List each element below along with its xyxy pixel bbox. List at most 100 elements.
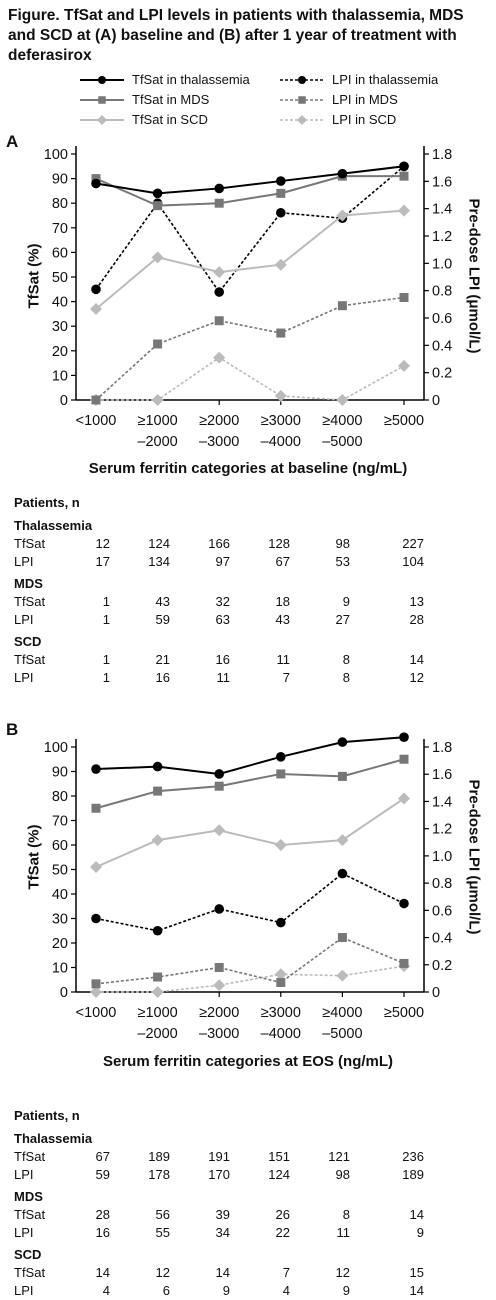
data-point [153, 201, 163, 211]
legend-swatch [280, 115, 324, 125]
table-cell: 1 [102, 670, 110, 685]
data-point [91, 764, 101, 774]
data-point [214, 781, 224, 791]
series-line [96, 356, 405, 401]
legend-marker [97, 115, 107, 125]
data-point [398, 204, 410, 217]
table-row: TfSat 28 56 39 26 8 14 [14, 1206, 484, 1224]
table-row: TfSat 12 124 166 128 98 227 [14, 535, 484, 553]
left-axis-tick-label: 60 [52, 838, 68, 854]
table-cell: 21 [155, 652, 170, 667]
table-cell: 170 [208, 1167, 230, 1182]
left-axis-tick-label: 40 [52, 887, 68, 903]
table-cell: 53 [335, 554, 350, 569]
table-cell: 1 [102, 594, 110, 609]
series-line [95, 209, 405, 310]
x-axis-tick-label: ≥1000 [137, 1005, 177, 1021]
data-point [274, 839, 287, 851]
left-axis-tick-label: 40 [52, 295, 68, 311]
data-point [337, 771, 347, 781]
patients-table-b: Patients, n Thalassemia TfSat 67 189 191 151 12… [14, 1106, 484, 1300]
table-cell: 178 [148, 1167, 170, 1182]
table-cell: 124 [268, 1167, 290, 1182]
data-point [214, 316, 224, 326]
right-axis-tick-label: 1.4 [432, 794, 452, 810]
table-cell: 9 [342, 1283, 350, 1298]
x-axis-tick-label: –2000 [137, 1026, 177, 1042]
legend-label: LPI in thalassemia [332, 72, 439, 87]
table-cell: 28 [409, 612, 424, 627]
left-axis-tick-label: 70 [52, 814, 68, 830]
series-line [95, 296, 405, 401]
table-cell: 67 [95, 1149, 110, 1164]
right-axis-tick-label: 0.4 [432, 338, 452, 354]
data-point [153, 786, 163, 796]
legend-marker [98, 76, 106, 84]
data-point [151, 251, 164, 264]
left-axis-tick-label: 30 [52, 319, 68, 335]
left-axis-tick-label: 100 [44, 740, 68, 756]
legend-swatch [280, 76, 324, 84]
right-axis-tick-label: 0.8 [432, 284, 452, 300]
table-row: LPI 16 55 34 22 11 9 [14, 1224, 484, 1242]
data-point [276, 769, 286, 779]
legend-label: LPI in SCD [332, 112, 397, 127]
table-cell: 43 [155, 594, 170, 609]
legend-marker [98, 96, 106, 104]
left-axis-tick-label: 50 [52, 863, 68, 879]
table-cell: 11 [216, 670, 231, 685]
data-point [153, 972, 163, 982]
table-cell: 56 [155, 1207, 170, 1222]
row-label: LPI [14, 1225, 34, 1240]
x-axis-tick-label: –2000 [137, 434, 177, 450]
table-group-label: Thalassemia [14, 518, 93, 533]
x-axis-tick-label: <1000 [76, 413, 117, 429]
left-axis-tick-label: 90 [52, 765, 68, 781]
right-axis-tick-label: 1.0 [432, 849, 452, 865]
data-point [398, 359, 410, 372]
right-axis-tick-label: 0.8 [432, 876, 452, 892]
x-axis-tick-label: ≥5000 [384, 1005, 424, 1021]
x-axis-tick-label: ≥4000 [322, 1005, 362, 1021]
right-axis-tick-label: 1.2 [432, 229, 452, 245]
right-axis-tick-label: 1.0 [432, 256, 452, 272]
data-point [214, 963, 224, 972]
chart-panel-a: 0 10 20 30 40 50 60 70 80 90 100 0 0.2 0.4 0.6 0.8 1.0 1.… [44, 146, 452, 450]
x-axis-tick-label: ≥1000 [137, 413, 177, 429]
table-cell: 59 [95, 1167, 110, 1182]
data-point [276, 917, 286, 928]
right-axis-tick-label: 1.8 [432, 740, 452, 756]
legend-swatch [80, 115, 124, 125]
x-axis-tick-label: –3000 [199, 1026, 239, 1042]
table-cell: 236 [402, 1149, 424, 1164]
right-axis-tick-label: 0.2 [432, 366, 452, 382]
table-cell: 14 [215, 1265, 230, 1280]
row-label: TfSat [14, 1207, 46, 1222]
left-axis-tick-label: 10 [52, 961, 68, 977]
right-axis-tick-label: 0.6 [432, 903, 452, 919]
row-label: TfSat [14, 536, 46, 551]
left-axis-tick-label: 20 [52, 344, 68, 360]
table-cell: 28 [95, 1207, 110, 1222]
data-point [337, 933, 347, 943]
x-axis-title-b: Serum ferritin categories at EOS (ng/mL) [102, 1053, 394, 1070]
data-point [213, 351, 226, 364]
table-cell: 67 [275, 554, 290, 569]
table-group-label: MDS [14, 576, 43, 591]
table-row: LPI 1 59 63 43 27 28 [14, 611, 484, 629]
table-group-label: MDS [14, 1189, 43, 1204]
x-axis-tick-label: –4000 [261, 434, 301, 450]
table-cell: 12 [155, 1265, 170, 1280]
figure-title: Figure. TfSat and LPI levels in patients… [8, 7, 464, 64]
table-cell: 7 [282, 1265, 290, 1280]
row-label: TfSat [14, 1149, 46, 1164]
right-axis-tick-label: 0 [432, 393, 440, 409]
x-axis-tick-label: –5000 [322, 434, 362, 450]
table-cell: 4 [102, 1283, 110, 1298]
data-point [276, 328, 286, 338]
left-axis-tick-label: 10 [52, 368, 68, 384]
data-point [152, 761, 163, 772]
data-point [276, 977, 286, 987]
series-line [95, 936, 405, 985]
data-point [274, 968, 287, 981]
